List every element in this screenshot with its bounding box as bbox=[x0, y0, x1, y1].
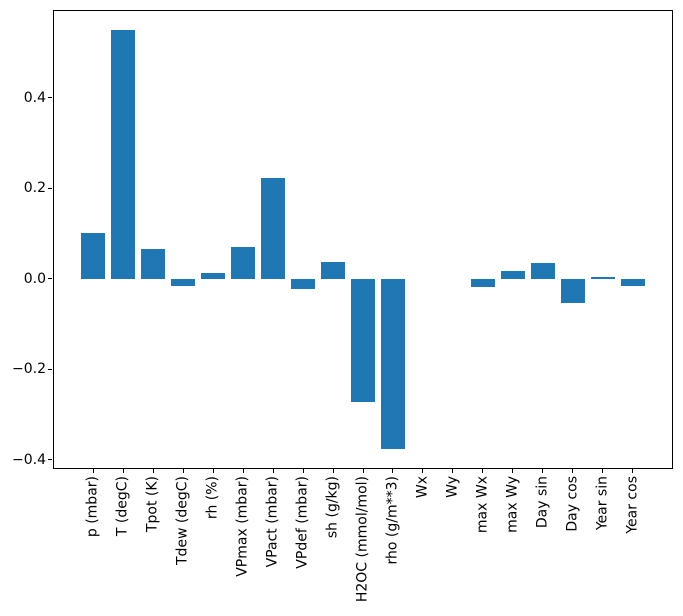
bar bbox=[231, 247, 256, 279]
x-tick bbox=[632, 469, 634, 473]
x-tick-label: Wy bbox=[444, 476, 461, 498]
bar bbox=[500, 270, 525, 279]
x-tick-label: sh (g/kg) bbox=[324, 476, 341, 539]
y-tick-label: −0.2 bbox=[12, 361, 46, 378]
x-tick bbox=[92, 469, 94, 473]
x-tick-label: Year sin bbox=[594, 476, 611, 531]
bar bbox=[291, 278, 316, 289]
x-tick bbox=[242, 469, 244, 473]
y-tick-label: −0.4 bbox=[12, 451, 46, 468]
x-tick bbox=[152, 469, 154, 473]
x-tick bbox=[182, 469, 184, 473]
x-tick-label: T (degC) bbox=[114, 476, 131, 537]
x-tick-label: rho (g/m**3) bbox=[384, 476, 401, 565]
bar bbox=[351, 278, 375, 403]
y-tick bbox=[48, 187, 52, 189]
y-tick bbox=[48, 97, 52, 99]
x-tick-label: p (mbar) bbox=[84, 476, 101, 538]
x-tick-label: max Wx bbox=[474, 476, 491, 534]
x-tick-label: Tpot (K) bbox=[144, 476, 161, 533]
bar bbox=[380, 278, 405, 450]
x-tick-label: VPdef (mbar) bbox=[294, 476, 311, 569]
y-tick-label: 0.2 bbox=[23, 180, 46, 197]
x-tick bbox=[362, 469, 364, 473]
bar bbox=[201, 272, 226, 279]
bar bbox=[321, 261, 345, 279]
x-tick bbox=[332, 469, 334, 473]
x-tick-label: VPact (mbar) bbox=[264, 476, 281, 568]
y-tick bbox=[48, 459, 52, 461]
x-tick bbox=[572, 469, 574, 473]
x-tick-label: VPmax (mbar) bbox=[234, 476, 251, 577]
bar bbox=[470, 278, 495, 288]
x-tick-label: Year cos bbox=[624, 476, 641, 534]
x-tick bbox=[122, 469, 124, 473]
bar bbox=[141, 249, 166, 279]
x-tick bbox=[452, 469, 454, 473]
bar bbox=[530, 262, 555, 279]
x-tick-label: H2OC (mmol/mol) bbox=[354, 476, 371, 603]
x-tick bbox=[272, 469, 274, 473]
x-tick bbox=[542, 469, 544, 473]
x-tick-label: max Wy bbox=[504, 476, 521, 533]
x-tick-label: rh (%) bbox=[204, 476, 221, 520]
x-tick-label: Wx bbox=[414, 476, 431, 499]
x-tick-label: Day cos bbox=[564, 476, 581, 532]
x-tick-label: Day sin bbox=[534, 476, 551, 529]
x-tick bbox=[422, 469, 424, 473]
x-tick bbox=[392, 469, 394, 473]
x-tick bbox=[302, 469, 304, 473]
plot-area: −0.4 −0.2 0.0 0.2 0.4 p (mbar) T (degC) Tpot (K… bbox=[12, 10, 673, 602]
y-tick bbox=[48, 368, 52, 370]
y-tick bbox=[48, 278, 52, 280]
x-tick bbox=[212, 469, 214, 473]
bar bbox=[171, 278, 196, 286]
bar bbox=[620, 278, 645, 286]
bar bbox=[111, 29, 136, 279]
x-tick-label: Tdew (degC) bbox=[174, 476, 191, 566]
bar bbox=[560, 278, 585, 304]
y-tick-label: 0.0 bbox=[23, 270, 46, 287]
x-tick bbox=[602, 469, 604, 473]
x-tick bbox=[512, 469, 514, 473]
y-tick-label: 0.4 bbox=[23, 89, 46, 106]
bar bbox=[81, 232, 106, 279]
x-tick bbox=[482, 469, 484, 473]
bar bbox=[590, 277, 615, 279]
bar bbox=[261, 178, 286, 279]
